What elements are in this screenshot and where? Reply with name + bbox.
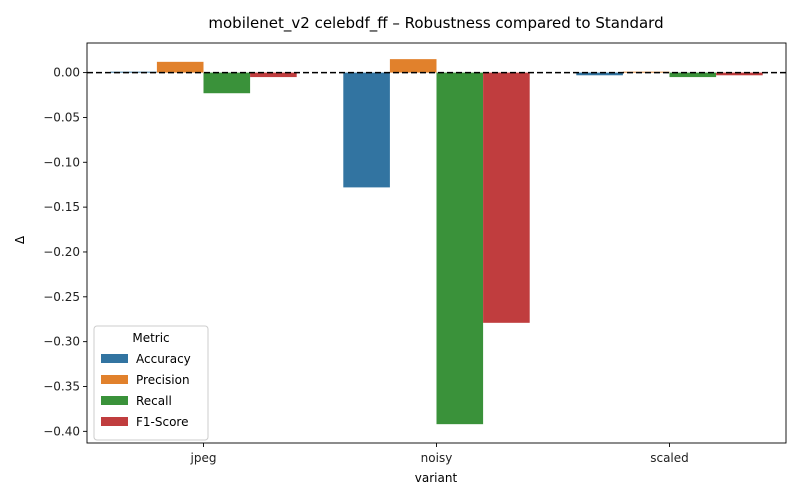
x-tick-label: jpeg bbox=[190, 451, 217, 465]
x-tick-label: scaled bbox=[650, 451, 689, 465]
bar-jpeg-precision bbox=[156, 61, 204, 73]
legend-swatch-accuracy bbox=[101, 354, 128, 363]
y-tick-label: −0.15 bbox=[43, 200, 80, 214]
legend-title: Metric bbox=[132, 331, 169, 345]
bar-scaled-accuracy bbox=[576, 72, 623, 76]
legend-label-f1-score: F1-Score bbox=[136, 415, 188, 429]
y-tick-label: −0.05 bbox=[43, 110, 80, 124]
plot-area: 0.00 −0.05 −0.10 −0.15 −0.20 −0.25 −0.30 −0.35 −… bbox=[43, 42, 787, 465]
y-tick-label: −0.25 bbox=[43, 290, 80, 304]
bar-scaled-f1-score bbox=[716, 72, 763, 76]
chart-title: mobilenet_v2 celebdf_ff – Robustness com… bbox=[208, 14, 663, 33]
bar-scaled-recall bbox=[669, 72, 717, 78]
legend-swatch-recall bbox=[101, 396, 128, 405]
legend-label-recall: Recall bbox=[136, 394, 172, 408]
bar-noisy-accuracy bbox=[343, 72, 390, 188]
y-tick-label: −0.35 bbox=[43, 379, 80, 393]
legend-label-precision: Precision bbox=[136, 373, 190, 387]
bar-jpeg-recall bbox=[203, 72, 251, 94]
y-tick-label: −0.10 bbox=[43, 155, 80, 169]
legend: Metric Accuracy Precision Recall F1-Score bbox=[93, 325, 209, 441]
legend-label-accuracy: Accuracy bbox=[136, 352, 191, 366]
bar-noisy-precision bbox=[389, 59, 437, 73]
legend-swatch-f1-score bbox=[101, 417, 128, 426]
x-axis-label: variant bbox=[415, 471, 458, 485]
bar-jpeg-f1-score bbox=[250, 72, 297, 78]
y-tick-label: −0.30 bbox=[43, 335, 80, 349]
y-tick-label: −0.20 bbox=[43, 245, 80, 259]
x-tick-label: noisy bbox=[421, 451, 453, 465]
legend-swatch-precision bbox=[101, 375, 128, 384]
y-tick-label: −0.40 bbox=[43, 424, 80, 438]
bar-noisy-recall bbox=[436, 72, 484, 425]
y-tick-label: 0.00 bbox=[53, 66, 80, 80]
y-axis-label: Δ bbox=[13, 235, 27, 244]
bar-noisy-f1-score bbox=[483, 72, 530, 323]
